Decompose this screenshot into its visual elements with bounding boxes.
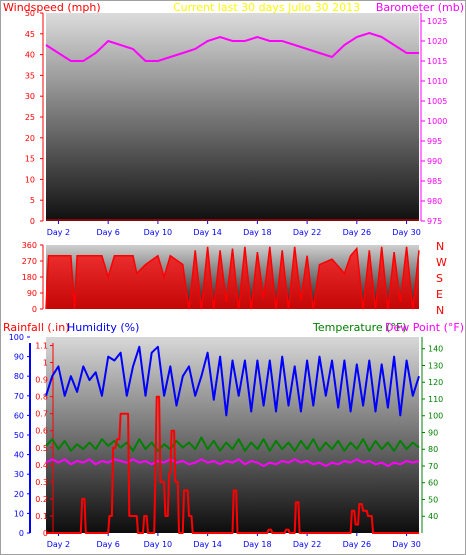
temperature-tick-label: 130 bbox=[428, 361, 443, 370]
humidity-tick-label: 60 bbox=[14, 411, 24, 420]
direction-compass-label: W bbox=[436, 256, 447, 269]
x-tick-label: Day 2 bbox=[47, 540, 70, 549]
temperature-tick-label: 50 bbox=[428, 495, 438, 504]
humidity-tick-label: 0 bbox=[19, 529, 24, 538]
barometer-tick-label: 1015 bbox=[427, 57, 447, 66]
windspeed-tick-label: 45 bbox=[25, 30, 35, 39]
direction-compass-label: E bbox=[436, 288, 443, 301]
direction-tick-label: 270 bbox=[22, 257, 37, 266]
barometer-tick-label: 1005 bbox=[427, 97, 447, 106]
barometer-tick-label: 1010 bbox=[427, 77, 447, 86]
x-tick-label: Day 26 bbox=[343, 228, 372, 237]
x-tick-label: Day 30 bbox=[392, 228, 421, 237]
temperature-tick-label: 140 bbox=[428, 345, 443, 354]
temperature-series-line bbox=[45, 436, 420, 452]
temperature-tick-label: 80 bbox=[428, 445, 438, 454]
temperature-axis-title: Temperature (°F) bbox=[312, 321, 407, 334]
x-tick-label: Day 18 bbox=[243, 540, 272, 549]
rainfall-series-line bbox=[46, 395, 419, 534]
direction-tick-label: 90 bbox=[27, 289, 37, 298]
plot-area-wind-baro bbox=[46, 13, 419, 221]
direction-compass-label: N bbox=[436, 240, 444, 253]
windspeed-tick-label: 5 bbox=[30, 196, 35, 205]
windspeed-tick-label: 35 bbox=[25, 71, 35, 80]
dewpoint-axis-title: Dew Point (°F) bbox=[385, 321, 464, 334]
windspeed-tick-label: 25 bbox=[25, 113, 35, 122]
barometer-tick-label: 1000 bbox=[427, 117, 447, 126]
rainfall-tick-label: 0.1 bbox=[35, 512, 48, 521]
rainfall-tick-label: 0.2 bbox=[35, 495, 48, 504]
dewpoint-series-line bbox=[45, 458, 420, 467]
humidity-tick-label: 20 bbox=[14, 490, 24, 499]
windspeed-tick-label: 15 bbox=[25, 155, 35, 164]
humidity-series-line bbox=[45, 345, 420, 417]
barometer-tick-label: 1020 bbox=[427, 37, 447, 46]
barometer-tick-label: 975 bbox=[427, 217, 442, 226]
windspeed-tick-label: 20 bbox=[25, 134, 35, 143]
x-tick-label: Day 14 bbox=[193, 228, 222, 237]
rainfall-tick-label: 0 bbox=[43, 529, 48, 538]
x-tick-label: Day 10 bbox=[144, 228, 173, 237]
temperature-tick-label: 120 bbox=[428, 378, 443, 387]
x-tick-label: Day 18 bbox=[243, 228, 272, 237]
x-tick-label: Day 22 bbox=[293, 540, 322, 549]
x-tick-label: Day 6 bbox=[96, 228, 119, 237]
x-tick-label: Day 26 bbox=[343, 540, 372, 549]
temperature-tick-label: 100 bbox=[428, 412, 443, 421]
humidity-tick-label: 40 bbox=[14, 451, 24, 460]
x-tick-label: Day 2 bbox=[47, 228, 70, 237]
barometer-axis-title: Barometer (mb) bbox=[376, 1, 464, 14]
direction-tick-label: 0 bbox=[32, 305, 37, 314]
windspeed-tick-label: 0 bbox=[30, 217, 35, 226]
rainfall-tick-label: 1 bbox=[43, 359, 48, 368]
windspeed-tick-label: 40 bbox=[25, 51, 35, 60]
barometer-series-line bbox=[45, 31, 419, 62]
rainfall-tick-label: 0.4 bbox=[35, 461, 48, 470]
humidity-tick-label: 90 bbox=[14, 353, 24, 362]
humidity-axis-title: Humidity (%) bbox=[67, 321, 139, 334]
rainfall-tick-label: 0.7 bbox=[35, 410, 48, 419]
rainfall-tick-label: 0.5 bbox=[35, 444, 48, 453]
windspeed-tick-label: 10 bbox=[25, 175, 35, 184]
rainfall-tick-label: 0.6 bbox=[35, 427, 48, 436]
windspeed-tick-label: 50 bbox=[25, 9, 35, 18]
barometer-tick-label: 995 bbox=[427, 137, 442, 146]
humidity-tick-label: 80 bbox=[14, 372, 24, 381]
x-tick-label: Day 30 bbox=[392, 540, 421, 549]
windspeed-axis-title: Windspeed (mph) bbox=[3, 1, 101, 14]
windspeed-tick-label: 30 bbox=[25, 92, 35, 101]
barometer-tick-label: 1025 bbox=[427, 17, 447, 26]
rainfall-tick-label: 0.9 bbox=[35, 376, 48, 385]
humidity-tick-label: 30 bbox=[14, 470, 24, 479]
direction-compass-label: S bbox=[436, 272, 443, 285]
direction-tick-label: 180 bbox=[22, 273, 37, 282]
rainfall-axis-title: Rainfall (.in) bbox=[3, 321, 70, 334]
barometer-tick-label: 990 bbox=[427, 157, 442, 166]
temperature-tick-label: 40 bbox=[428, 512, 438, 521]
x-tick-label: Day 22 bbox=[293, 228, 322, 237]
chart-title: Current last 30 days Julio 30 2013 bbox=[173, 1, 360, 14]
humidity-tick-label: 50 bbox=[14, 431, 24, 440]
temperature-tick-label: 60 bbox=[428, 479, 438, 488]
direction-series-line bbox=[45, 246, 420, 310]
humidity-tick-label: 10 bbox=[14, 509, 24, 518]
x-tick-label: Day 6 bbox=[96, 540, 119, 549]
temperature-tick-label: 90 bbox=[428, 428, 438, 437]
rainfall-tick-label: 0.3 bbox=[35, 478, 48, 487]
rainfall-tick-label: 1.1 bbox=[35, 342, 48, 351]
direction-tick-label: 360 bbox=[22, 241, 37, 250]
humidity-tick-label: 100 bbox=[9, 333, 24, 342]
humidity-tick-label: 70 bbox=[14, 392, 24, 401]
direction-compass-label: N bbox=[436, 304, 444, 317]
temperature-tick-label: 110 bbox=[428, 395, 443, 404]
x-tick-label: Day 10 bbox=[144, 540, 173, 549]
x-tick-label: Day 14 bbox=[193, 540, 222, 549]
barometer-tick-label: 980 bbox=[427, 197, 442, 206]
barometer-tick-label: 985 bbox=[427, 177, 442, 186]
rainfall-tick-label: 0.8 bbox=[35, 393, 48, 402]
temperature-tick-label: 70 bbox=[428, 462, 438, 471]
